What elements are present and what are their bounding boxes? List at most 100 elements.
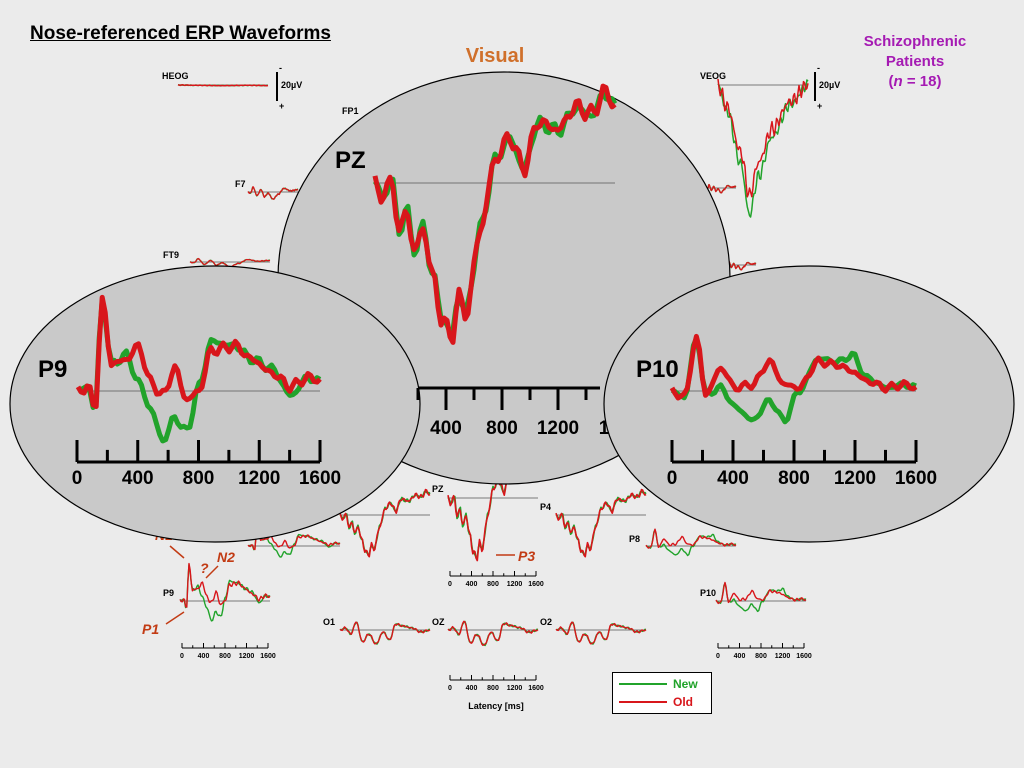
small-montage: - 20µV + - 20µV + HEOG VEOG FP1 F7 FT9 P… xyxy=(142,63,840,711)
veog-scale-value: 20µV xyxy=(819,80,840,90)
heog-scale-minus: - xyxy=(279,63,282,73)
axis-pz-small-tick-label: 1200 xyxy=(507,581,523,588)
zoom-circle-p10 xyxy=(603,265,1015,543)
heog-scale-plus: + xyxy=(279,101,284,111)
axis-pz-small-tick-label: 1600 xyxy=(528,581,544,588)
electrode-label-veog: VEOG xyxy=(700,71,726,81)
electrode-label-o2: O2 xyxy=(540,617,552,627)
axis-p10-small-tick-label: 800 xyxy=(755,653,767,660)
axis-p10-small-tick-label: 400 xyxy=(734,653,746,660)
zoom-label-pz: PZ xyxy=(335,147,366,174)
electrode-label-p9: P9 xyxy=(163,588,174,598)
group-label: Schizophrenic Patients (n = 18) xyxy=(860,32,970,92)
axis-pz-small-tick-label: 0 xyxy=(448,581,452,588)
o1-wave-old xyxy=(339,621,431,645)
electrode-label-p8: P8 xyxy=(629,534,640,544)
legend: New Old xyxy=(612,672,712,714)
group-line-1: Schizophrenic xyxy=(863,33,967,50)
annotation-question: ? xyxy=(200,560,209,576)
legend-label-old: Old xyxy=(673,695,693,709)
veog-wave-old xyxy=(717,78,809,198)
n-value: = 18) xyxy=(902,73,942,90)
group-line-2: Patients xyxy=(885,53,945,70)
electrode-label-f7: F7 xyxy=(235,179,246,189)
axis-pz-zoom-tick-label: 1200 xyxy=(537,418,579,439)
p9-small-wave-old xyxy=(179,562,271,608)
legend-swatch-new xyxy=(619,683,667,685)
n-open: ( xyxy=(888,73,894,90)
axis-p9-small-tick-label: 0 xyxy=(180,653,184,660)
heog-wave-old xyxy=(177,83,269,87)
axis-p9-small-tick-label: 1200 xyxy=(239,653,255,660)
arrow-p1 xyxy=(165,611,185,625)
veog-scale-plus: + xyxy=(817,101,822,111)
heog-scale-value: 20µV xyxy=(281,80,302,90)
zoom-circle-p9 xyxy=(9,265,421,543)
axis-pz-zoom-tick-label: 800 xyxy=(486,418,518,439)
axis-pz-zoom-tick-label: 1 xyxy=(599,418,610,439)
arrow-n2 xyxy=(205,565,219,579)
axis-p10-zoom-tick-label: 1200 xyxy=(834,468,876,489)
zoom-label-p9: P9 xyxy=(38,356,67,383)
legend-item-new: New xyxy=(619,676,698,692)
electrode-label-o1: O1 xyxy=(323,617,335,627)
p8-wave-old xyxy=(645,528,737,549)
electrode-label-oz: OZ xyxy=(432,617,445,627)
p3-wave-old xyxy=(339,488,431,558)
electrode-label-p4: P4 xyxy=(540,502,551,512)
f8-wave-old xyxy=(705,183,737,194)
axis-p9-zoom-tick-label: 1600 xyxy=(299,468,341,489)
p10-small-wave-old xyxy=(715,581,807,605)
axis-p10-zoom-tick-label: 0 xyxy=(667,468,678,489)
zoom-circles: PZ P9 P10 0 400 800 1200 1600 0 400 800 1200 1600… xyxy=(9,71,1015,543)
n-symbol: n xyxy=(893,73,903,90)
axis-oz-small-tick-label: 400 xyxy=(466,685,478,692)
annotation-p1: P1 xyxy=(142,621,159,637)
p10-zoom-wave-old xyxy=(669,333,918,401)
slide-title: Nose-referenced ERP Waveforms xyxy=(30,23,331,44)
ft9-wave-old xyxy=(189,257,271,268)
group-line-3: (n = 18) xyxy=(860,72,970,92)
ft10-wave-old xyxy=(725,260,757,271)
axis-pz-small-tick-label: 800 xyxy=(487,581,499,588)
axis-p10-zoom-tick-label: 400 xyxy=(717,468,749,489)
pz-zoom-wave-old xyxy=(372,83,617,345)
electrode-label-pz: PZ xyxy=(432,484,444,494)
axis-p9-small-tick-label: 1600 xyxy=(260,653,276,660)
o2-wave-old xyxy=(555,621,647,645)
p8-wave-new xyxy=(645,529,737,557)
annotation-p3: P3 xyxy=(518,548,535,564)
electrode-label-fp1: FP1 xyxy=(342,106,359,116)
axis-pz-small-tick-label: 400 xyxy=(466,581,478,588)
oz-wave-old xyxy=(447,620,539,646)
axis-pz-zoom-tick-label: 400 xyxy=(430,418,462,439)
axis-p10-small-tick-label: 1600 xyxy=(796,653,812,660)
axis-p10-small-tick-label: 1200 xyxy=(775,653,791,660)
axis-p9-zoom-tick-label: 1200 xyxy=(238,468,280,489)
axis-p9-zoom-tick-label: 800 xyxy=(183,468,215,489)
p7-wave-old xyxy=(247,524,341,551)
electrode-label-heog: HEOG xyxy=(162,71,189,81)
axis-oz-small-tick-label: 800 xyxy=(487,685,499,692)
axis-p9-small-tick-label: 400 xyxy=(198,653,210,660)
axis-p9-small-tick-label: 800 xyxy=(219,653,231,660)
legend-item-old: Old xyxy=(619,694,693,710)
axis-oz-small-tick-label: 1600 xyxy=(528,685,544,692)
p4-wave-old xyxy=(555,488,647,558)
veog-wave-new xyxy=(717,79,809,218)
p4-wave-new xyxy=(555,490,647,556)
axis-p9-zoom-tick-label: 400 xyxy=(122,468,154,489)
axis-oz-small-tick-label: 0 xyxy=(448,685,452,692)
f7-wave-old xyxy=(247,186,299,200)
axis-oz-small-tick-label: 1200 xyxy=(507,685,523,692)
veog-scale-minus: - xyxy=(817,63,820,73)
axis-p10-small-tick-label: 0 xyxy=(716,653,720,660)
p10-small-wave-new xyxy=(715,582,807,613)
arrow-n1 xyxy=(169,545,185,559)
zoom-label-p10: P10 xyxy=(636,356,679,383)
axis-p10-zoom-tick-label: 1600 xyxy=(895,468,937,489)
electrode-label-ft9: FT9 xyxy=(163,250,179,260)
axis-p9-zoom-tick-label: 0 xyxy=(72,468,83,489)
